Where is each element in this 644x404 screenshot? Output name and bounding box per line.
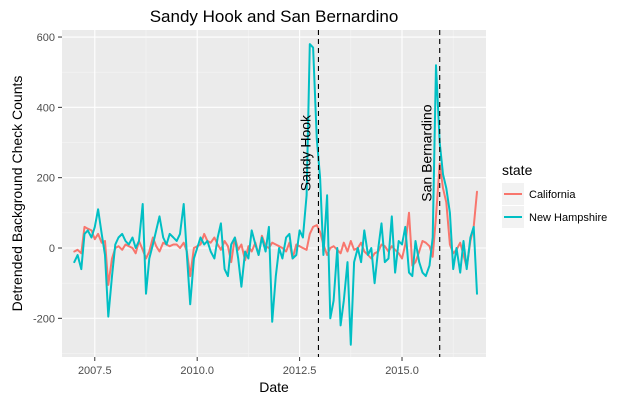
x-tick-label: 2010.0 <box>180 365 214 377</box>
x-axis: 2007.5 2010.0 2012.5 2015.0 <box>78 357 419 377</box>
chart-title: Sandy Hook and San Bernardino <box>150 7 399 26</box>
y-axis: -200 0 200 400 600 <box>33 32 62 325</box>
series-layer <box>73 43 478 346</box>
x-tick-label: 2012.5 <box>283 365 317 377</box>
y-tick-label: 600 <box>37 32 55 44</box>
series-line-california <box>73 162 478 286</box>
series-line-new-hampshire <box>73 43 478 346</box>
annotation-label: Sandy Hook <box>297 114 313 191</box>
legend-title: state <box>502 162 533 178</box>
legend: state California New Hampshire <box>502 162 607 228</box>
x-axis-title: Date <box>259 379 289 395</box>
annotation-label: San Bernardino <box>419 104 435 202</box>
y-tick-label: 400 <box>37 102 55 114</box>
x-tick-label: 2015.0 <box>385 365 419 377</box>
y-axis-title: Detrended Background Check Counts <box>9 76 25 312</box>
annotation-layer: Sandy Hook San Bernardino <box>297 30 441 357</box>
legend-label: California <box>529 189 576 201</box>
y-tick-label: -200 <box>33 313 55 325</box>
legend-label: New Hampshire <box>529 212 607 224</box>
y-tick-label: 200 <box>37 173 55 185</box>
minor-gridlines <box>62 30 486 357</box>
x-tick-label: 2007.5 <box>78 365 112 377</box>
y-tick-label: 0 <box>49 243 55 255</box>
